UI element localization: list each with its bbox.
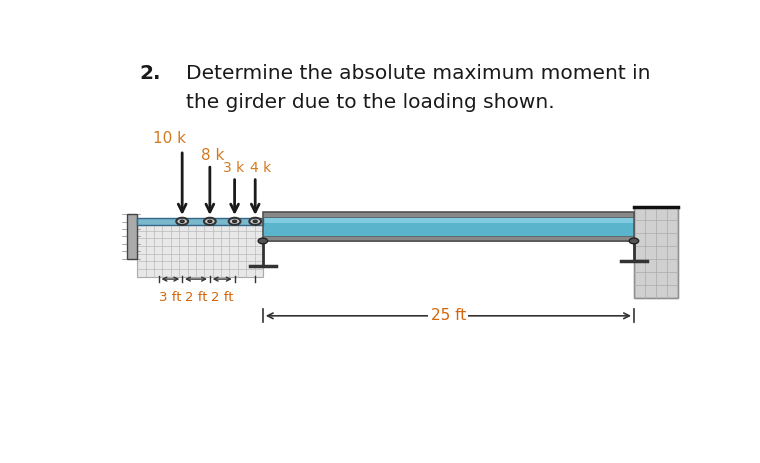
Bar [263,236,634,241]
Text: 8 k: 8 k [201,148,224,163]
Text: 25 ft: 25 ft [431,308,466,323]
Text: 2 ft: 2 ft [185,291,207,304]
Text: 2.: 2. [139,64,160,83]
Circle shape [176,218,188,225]
Text: the girder due to the loading shown.: the girder due to the loading shown. [186,93,555,112]
Circle shape [629,238,638,244]
Circle shape [207,220,212,223]
Bar [263,217,634,237]
Text: 4 k: 4 k [251,161,272,175]
Bar [263,213,634,241]
Circle shape [258,238,268,244]
Bar [138,219,263,225]
Circle shape [180,220,184,223]
Text: 3 ft: 3 ft [159,291,182,304]
Circle shape [253,220,258,223]
Circle shape [249,218,261,225]
Bar [138,223,263,276]
Bar [263,212,634,217]
Bar [128,214,138,259]
Text: 3 k: 3 k [223,161,244,175]
Bar [634,207,678,298]
Bar [263,218,634,223]
Circle shape [233,220,236,223]
Text: Determine the absolute maximum moment in: Determine the absolute maximum moment in [186,64,651,83]
Text: 2 ft: 2 ft [211,291,233,304]
Circle shape [229,218,240,225]
Text: 10 k: 10 k [153,131,185,146]
Circle shape [204,218,216,225]
